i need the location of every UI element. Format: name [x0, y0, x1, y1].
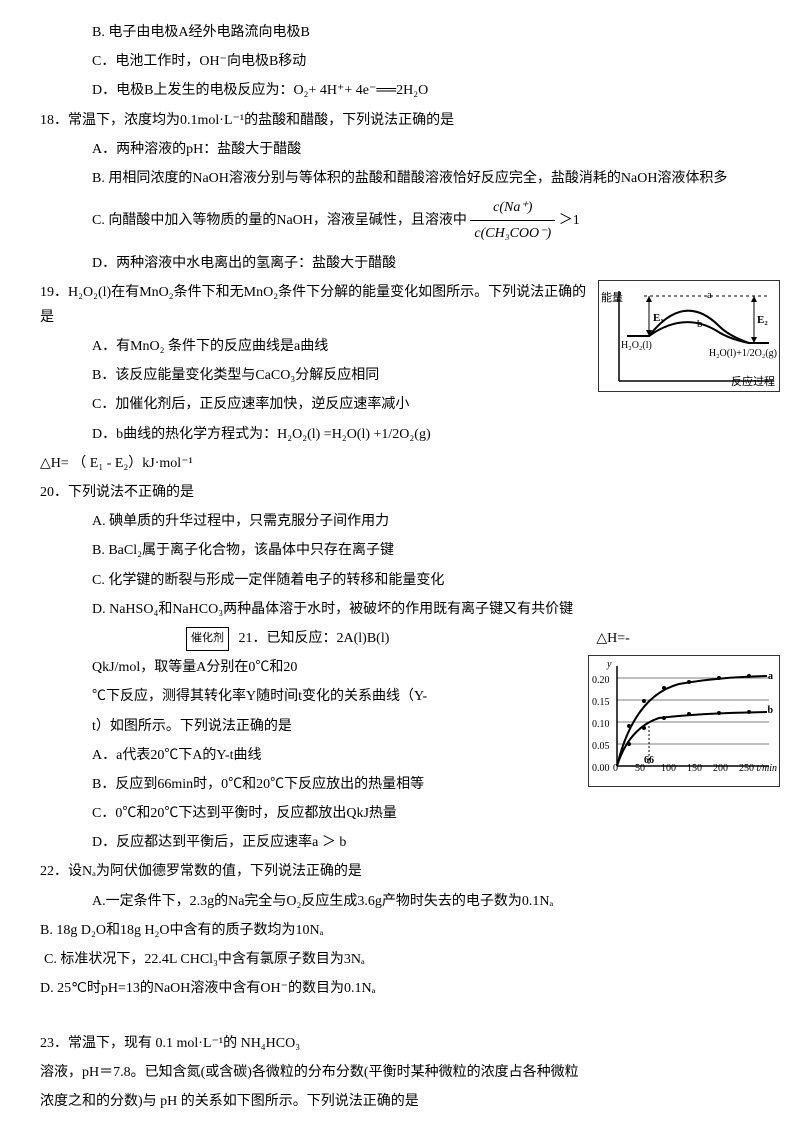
- fig1-left: H₂O₂(l): [621, 337, 652, 355]
- q22-option-b: B. 18g D₂O和18g H₂O中含有的质子数均为10Nₐ: [20, 918, 780, 943]
- q20-option-a: A. 碘单质的升华过程中，只需克服分子间作用力: [20, 509, 780, 534]
- q21-option-c: C．0℃和20℃下达到平衡时，反应都放出QkJ热量: [20, 801, 780, 826]
- q21-yt-plot: y t/min 0.20 0.15 0.10 0.05 0.00 0 50 10…: [588, 655, 780, 787]
- fraction-numerator: c(Na⁺): [470, 195, 555, 221]
- fig2-xt3: 150: [687, 760, 702, 778]
- fig2-yt1: 0.15: [592, 694, 610, 712]
- fig1-xlabel: 反应过程: [731, 373, 775, 393]
- q18-option-b: B. 用相同浓度的NaOH溶液分别与等体积的盐酸和醋酸溶液恰好反应完全，盐酸消耗…: [20, 166, 780, 191]
- q22-option-c: C. 标准状况下，22.4L CHCl₃中含有氯原子数目为3Nₐ: [20, 947, 780, 972]
- q19-option-c: C．加催化剂后，正反应速率加快，逆反应速率减小: [20, 392, 780, 417]
- q23-line3: 浓度之和的分数)与 pH 的关系如下图所示。下列说法正确的是: [20, 1089, 780, 1114]
- fig2-label-a: a: [768, 668, 773, 686]
- q20-stem: 20．下列说法不正确的是: [20, 480, 780, 505]
- q22-stem: 22．设Nₐ为阿伏伽德罗常数的值，下列说法正确的是: [20, 859, 780, 884]
- q21-option-d: D．反应都达到平衡后，正反应速率a ＞ b: [20, 830, 780, 855]
- q21-stem-line1: 催化剂 21．已知反应：2A(l)B(l) △H=-: [20, 626, 780, 651]
- q23-line2: 溶液，pH＝7.8。已知含氮(或含碳)各微粒的分布分数(平衡时某种微粒的浓度占各…: [20, 1060, 780, 1085]
- fig2-label-b: b: [767, 702, 773, 720]
- fig2-xt0: 0: [613, 760, 618, 778]
- fraction-denominator: c(CH₃COO⁻): [470, 221, 555, 246]
- q20-option-b: B. BaCl₂属于离子化合物，该晶体中只存在离子键: [20, 538, 780, 563]
- q17-option-d: D．电极B上发生的电极反应为：O₂+ 4H⁺+ 4e⁻══2H₂O: [20, 78, 780, 103]
- q18-stem: 18．常温下，浓度均为0.1mol·L⁻¹的盐酸和醋酸，下列说法正确的是: [20, 108, 780, 133]
- q23-line1: 23．常温下，现有 0.1 mol·L⁻¹的 NH₄HCO₃: [20, 1031, 780, 1056]
- q18-option-d: D．两种溶液中水电离出的氢离子：盐酸大于醋酸: [20, 251, 780, 276]
- q20-option-d: D. NaHSO₄和NaHCO₃两种晶体溶于水时，被破坏的作用既有离子键又有共价…: [20, 597, 780, 622]
- q18-c-suffix: ＞1: [559, 213, 580, 228]
- fig1-e1: E₁: [653, 309, 664, 329]
- q19-option-d: D．b曲线的热化学方程式为：H₂O₂(l) =H₂O(l) +1/2O₂(g): [20, 422, 780, 447]
- fig1-label-b: b: [697, 315, 703, 335]
- fig2-xt5: 250: [739, 760, 754, 778]
- q22-option-d: D. 25℃时pH=13的NaOH溶液中含有OH⁻的数目为0.1Nₐ: [20, 976, 780, 1001]
- q18-c-fraction: c(Na⁺) c(CH₃COO⁻): [470, 195, 555, 246]
- fig1-label-a: a: [707, 286, 712, 306]
- fig2-yt2: 0.10: [592, 716, 610, 734]
- fig2-xt2: 100: [661, 760, 676, 778]
- fig2-xt4: 200: [713, 760, 728, 778]
- fig1-right: H₂O(l)+1/2O₂(g): [709, 345, 777, 363]
- fig2-yt4: 0.00: [592, 760, 610, 778]
- q17-option-c: C．电池工作时，OH⁻向电极B移动: [20, 49, 780, 74]
- q18-option-a: A．两种溶液的pH：盐酸大于醋酸: [20, 137, 780, 162]
- catalyst-arrow: 催化剂: [186, 627, 229, 651]
- fig1-e2: E₂: [757, 311, 768, 331]
- fig2-marker66: 66: [644, 752, 654, 770]
- q22-option-a: A.一定条件下，2.3g的Na完全与O₂反应生成3.6g产物时失去的电子数为0.…: [20, 889, 780, 914]
- catalyst-label: 催化剂: [191, 632, 224, 644]
- q21-stem-part1: 21．已知反应：2A(l)B(l): [239, 631, 390, 646]
- q17-option-b: B. 电子由电极A经外电路流向电极B: [20, 20, 780, 45]
- q18-c-prefix: C. 向醋酸中加入等物质的量的NaOH，溶液呈碱性，且溶液中: [92, 213, 467, 228]
- q18-option-c: C. 向醋酸中加入等物质的量的NaOH，溶液呈碱性，且溶液中 c(Na⁺) c(…: [20, 195, 780, 246]
- q21-stem-part2: △H=-: [596, 631, 629, 646]
- fig2-yt3: 0.05: [592, 738, 610, 756]
- fig1-ylabel: 能量: [601, 289, 623, 309]
- fig2-xlabel: t/min: [756, 760, 777, 778]
- q20-option-c: C. 化学键的断裂与形成一定伴随着电子的转移和能量变化: [20, 568, 780, 593]
- q19-energy-diagram: 能量 反应过程 E₁ E₂ a b H₂O₂(l) H₂O(l)+1/2O₂(g…: [598, 280, 780, 392]
- q19-dh: △H= （ E₁ - E₂）kJ·mol⁻¹: [20, 451, 780, 476]
- fig2-yt0: 0.20: [592, 672, 610, 690]
